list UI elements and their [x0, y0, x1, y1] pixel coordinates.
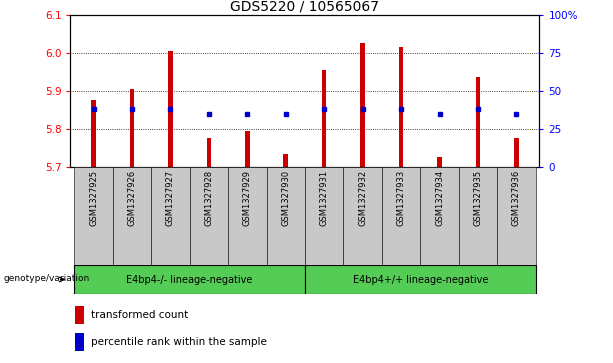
Bar — [168, 51, 173, 167]
Bar — [459, 167, 497, 265]
Text: GSM1327930: GSM1327930 — [281, 170, 290, 226]
Bar — [267, 167, 305, 265]
Text: transformed count: transformed count — [91, 310, 188, 320]
Text: GSM1327931: GSM1327931 — [320, 170, 329, 226]
Bar — [305, 265, 536, 294]
Text: GSM1327926: GSM1327926 — [128, 170, 137, 226]
Bar — [74, 265, 305, 294]
Text: GSM1327934: GSM1327934 — [435, 170, 444, 226]
Text: genotype/variation: genotype/variation — [4, 274, 89, 282]
Bar — [189, 167, 228, 265]
Text: percentile rank within the sample: percentile rank within the sample — [91, 337, 267, 347]
Text: GSM1327933: GSM1327933 — [397, 170, 406, 226]
Text: GSM1327927: GSM1327927 — [166, 170, 175, 226]
Bar — [360, 43, 365, 167]
Bar — [151, 167, 189, 265]
Bar — [207, 138, 211, 167]
Text: GSM1327932: GSM1327932 — [358, 170, 367, 226]
Bar — [91, 100, 96, 167]
Bar — [497, 167, 536, 265]
Text: GSM1327935: GSM1327935 — [473, 170, 482, 226]
Text: E4bp4+/+ lineage-negative: E4bp4+/+ lineage-negative — [352, 274, 488, 285]
Title: GDS5220 / 10565067: GDS5220 / 10565067 — [230, 0, 379, 13]
Text: GSM1327936: GSM1327936 — [512, 170, 521, 226]
Text: GSM1327929: GSM1327929 — [243, 170, 252, 226]
Text: E4bp4-/- lineage-negative: E4bp4-/- lineage-negative — [126, 274, 253, 285]
Bar — [130, 89, 134, 167]
Bar — [382, 167, 421, 265]
Text: GSM1327925: GSM1327925 — [89, 170, 98, 226]
Bar — [305, 167, 343, 265]
Bar — [113, 167, 151, 265]
Bar — [514, 138, 519, 167]
Text: GSM1327928: GSM1327928 — [204, 170, 213, 226]
Bar — [322, 70, 327, 167]
Bar — [74, 167, 113, 265]
Bar — [75, 334, 83, 351]
Bar — [75, 306, 83, 323]
Bar — [399, 47, 403, 167]
Bar — [421, 167, 459, 265]
Bar — [245, 131, 249, 167]
Bar — [283, 154, 288, 167]
Bar — [437, 158, 442, 167]
Bar — [228, 167, 267, 265]
Bar — [343, 167, 382, 265]
Bar — [476, 77, 480, 167]
